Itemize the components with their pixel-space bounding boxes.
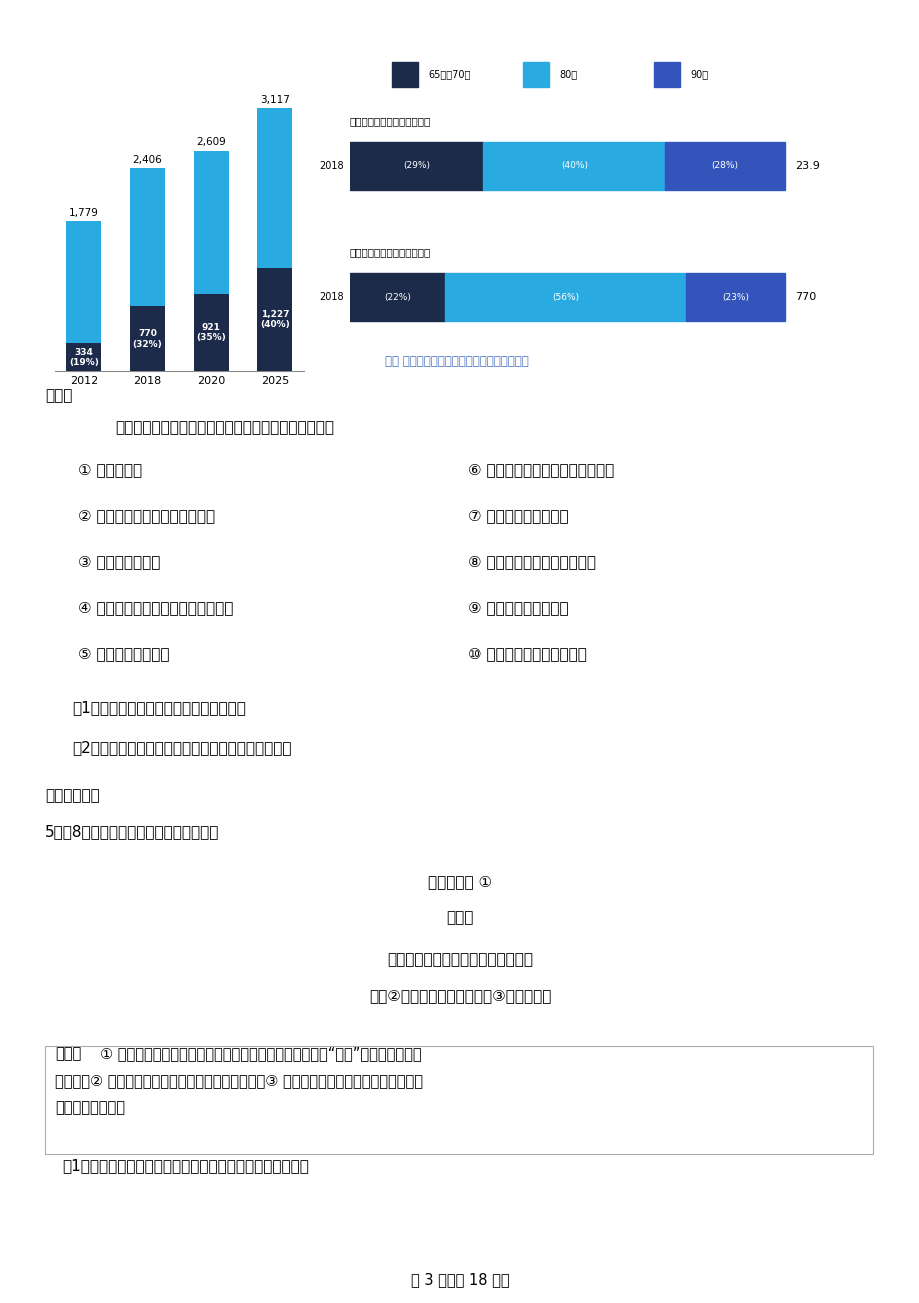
- Text: ① 生命的觉悟: ① 生命的觉悟: [78, 463, 142, 477]
- Bar: [391, 61, 417, 87]
- Text: (56%): (56%): [551, 293, 579, 301]
- Bar: [653, 61, 679, 87]
- Text: 2018: 2018: [320, 160, 344, 171]
- Bar: [257, 108, 292, 371]
- Text: 红粉②楼中应计日，燕支山　③下莫经年！: 红粉②楼中应计日，燕支山 ③下莫经年！: [369, 988, 550, 1003]
- Text: (23%): (23%): [721, 293, 748, 301]
- Text: ⑧ 任何时候都有真正懂你的人: ⑧ 任何时候都有真正懂你的人: [468, 554, 596, 569]
- Text: ⑦ 彼此深爱的灵魂伴侣: ⑦ 彼此深爱的灵魂伴侣: [468, 508, 568, 523]
- Text: 美国《华盛顿邮报》最近评选出十大奢侈品，它们是：: 美国《华盛顿邮报》最近评选出十大奢侈品，它们是：: [115, 420, 334, 435]
- Text: ⑥ 享受真正属于自己的空间与时间: ⑥ 享受真正属于自己的空间与时间: [468, 463, 614, 477]
- Bar: [66, 222, 101, 371]
- Text: ③ 走遍天下的气魄: ③ 走遍天下的气魄: [78, 554, 160, 569]
- Text: 23.9: 23.9: [794, 160, 820, 171]
- Bar: [257, 267, 292, 371]
- Text: 图二 各年龄段奢侈品消费者总数及年度消费额: 图二 各年龄段奢侈品消费者总数及年度消费额: [384, 354, 528, 367]
- FancyBboxPatch shape: [45, 1046, 872, 1154]
- Bar: [349, 142, 482, 190]
- Text: 334
(19%): 334 (19%): [69, 348, 99, 367]
- Text: 二、诗歌阅读: 二、诗歌阅读: [45, 788, 99, 803]
- Text: ② 一颠自由、喜悦与充满爱的心: ② 一颠自由、喜悦与充满爱的心: [78, 508, 215, 523]
- Text: （1）一二两句写出了苏緾怎样的特点？这样写有什么用意？: （1）一二两句写出了苏緾怎样的特点？这样写有什么用意？: [62, 1158, 309, 1173]
- Text: 1,779: 1,779: [69, 207, 99, 218]
- Text: 921
(35%): 921 (35%): [196, 323, 226, 343]
- Text: 2,406: 2,406: [132, 155, 163, 164]
- Text: 消费者总数（单位：百万人）: 消费者总数（单位：百万人）: [349, 116, 430, 126]
- Text: 第 3 页（共 18 页）: 第 3 页（共 18 页）: [410, 1272, 509, 1287]
- Text: (22%): (22%): [383, 293, 411, 301]
- Text: 5．（8分）阅读下面一首诗，完成各题。: 5．（8分）阅读下面一首诗，完成各题。: [45, 823, 219, 839]
- Bar: [130, 306, 165, 371]
- Text: ④ 回归自然，有与大自然连接的能力: ④ 回归自然，有与大自然连接的能力: [78, 599, 233, 615]
- Bar: [194, 151, 229, 371]
- Bar: [482, 142, 664, 190]
- Text: （2）综合材料一与材料二的内容，写出自己的观点。: （2）综合材料一与材料二的内容，写出自己的观点。: [72, 740, 291, 754]
- Text: (29%): (29%): [403, 162, 429, 171]
- Text: 知君书记本翩翩，为许从戎赴朔边？: 知君书记本翩翩，为许从戎赴朔边？: [387, 952, 532, 967]
- Text: 杜寡言: 杜寡言: [446, 909, 473, 925]
- Text: 65后和70后: 65后和70后: [428, 69, 471, 79]
- Text: 2018: 2018: [320, 292, 344, 302]
- Text: ① 书记：指官府或军幕中主管文书工作的人员。诗句中的“书记”指文字、书籍、: ① 书记：指官府或军幕中主管文书工作的人员。诗句中的“书记”指文字、书籍、: [100, 1046, 421, 1061]
- Bar: [686, 272, 784, 322]
- Bar: [194, 293, 229, 371]
- Text: 文章等，② 红粉：这里指诗人好友苏緾的妻子。　　③ 燕支山：在今甘肃省丹东南，泛指友: 文章等，② 红粉：这里指诗人好友苏緾的妻子。 ③ 燕支山：在今甘肃省丹东南，泛指…: [55, 1072, 423, 1088]
- Bar: [664, 142, 784, 190]
- Text: 3,117: 3,117: [259, 95, 289, 104]
- Text: 90后: 90后: [689, 69, 708, 79]
- Text: (28%): (28%): [710, 162, 738, 171]
- Text: 2,609: 2,609: [196, 137, 226, 147]
- Bar: [445, 272, 686, 322]
- Text: 图一 全球个人消费品市场变化趋势（单位：十亿元）: 图一 全球个人消费品市场变化趋势（单位：十亿元）: [60, 354, 224, 367]
- Text: 材料二: 材料二: [45, 388, 73, 403]
- Text: （1）概括材料一中两张图表的主要信息。: （1）概括材料一中两张图表的主要信息。: [72, 700, 245, 715]
- Bar: [522, 61, 549, 87]
- Text: ⑩ 能感染并点燃他人的希望: ⑩ 能感染并点燃他人的希望: [468, 646, 586, 661]
- Text: 人将要赴任之地。: 人将要赴任之地。: [55, 1100, 125, 1115]
- Text: 赠苏緾书记 ①: 赠苏緾书记 ①: [427, 874, 492, 889]
- Text: 【注】: 【注】: [55, 1046, 81, 1061]
- Text: (40%): (40%): [561, 162, 587, 171]
- Text: 770
(32%): 770 (32%): [132, 330, 163, 348]
- Text: ⑤ 安稳而平和的睡眠: ⑤ 安稳而平和的睡眠: [78, 646, 169, 661]
- Text: 770: 770: [794, 292, 816, 302]
- Text: 80后: 80后: [559, 69, 577, 79]
- Bar: [130, 168, 165, 371]
- Text: 年度消费额（单位：十亿元）: 年度消费额（单位：十亿元）: [349, 248, 430, 258]
- Bar: [349, 272, 445, 322]
- Bar: [66, 343, 101, 371]
- Text: ⑨ 身体健康，内心富有: ⑨ 身体健康，内心富有: [468, 599, 568, 615]
- Text: 1,227
(40%): 1,227 (40%): [260, 310, 289, 330]
